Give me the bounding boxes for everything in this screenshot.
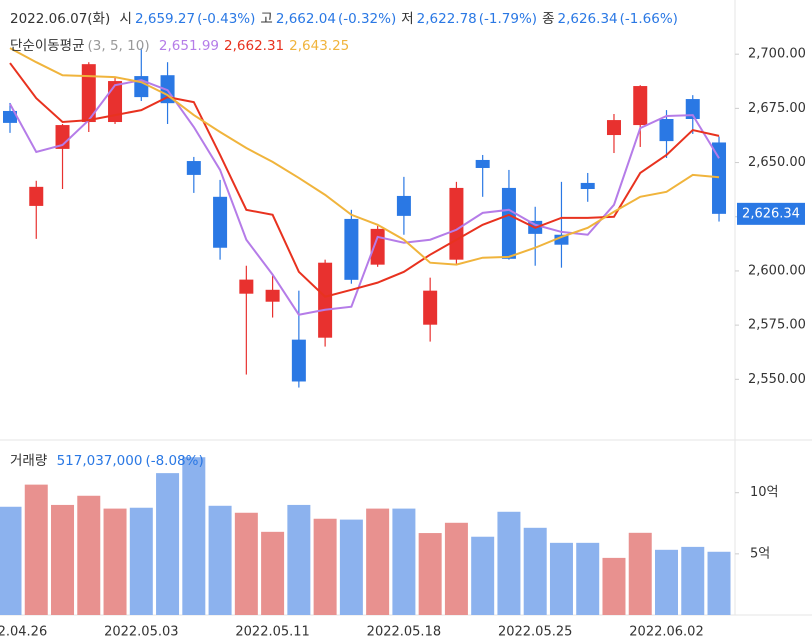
ma-value: 2,651.99: [158, 38, 220, 54]
volume-bar: [549, 542, 573, 615]
candle-body: [344, 218, 359, 280]
y-tick-label: 2,700.00: [748, 47, 806, 62]
volume-change: (-8.08%): [145, 453, 204, 469]
date: 2022.06.07(화): [10, 11, 111, 27]
candle-body: [29, 186, 44, 206]
header-label: 저: [401, 11, 414, 27]
x-tick-label: 2022.05.18: [367, 625, 441, 640]
x-tick-label: 2022.05.11: [235, 625, 309, 640]
ma-line: [9, 47, 720, 266]
header-value: 2,662.04: [275, 11, 336, 27]
candle-body: [554, 234, 569, 245]
volume-bar: [208, 505, 232, 615]
candle-body: [396, 195, 411, 216]
volume-bar: [51, 504, 75, 615]
volume-bar: [103, 508, 127, 615]
candle-body: [265, 289, 280, 302]
volume-bar: [628, 532, 652, 615]
volume-value: 517,037,000: [56, 453, 143, 469]
volume-bar: [681, 546, 705, 615]
volume-bar: [313, 518, 337, 615]
candle-body: [213, 196, 228, 248]
volume-bar: [0, 506, 22, 615]
last-price-box: [737, 202, 805, 225]
volume-bar: [261, 531, 285, 615]
ma-value: 2,643.25: [289, 38, 350, 54]
volume-bar: [602, 557, 626, 615]
header-label: 시: [119, 11, 132, 27]
header-label: 종: [542, 11, 555, 27]
y-tick-label: 2,550.00: [748, 372, 806, 387]
volume-bar: [523, 527, 547, 615]
header-change: (-1.66%): [619, 11, 678, 27]
y-tick-label: 2,650.00: [748, 155, 806, 170]
price-header: 2022.06.07(화) 시 2,659.27 (-0.43%) 고 2,662.04…: [10, 7, 683, 27]
candle-body: [501, 187, 516, 259]
volume-bar: [366, 508, 390, 615]
volume-tick-label: 5억: [750, 546, 770, 561]
volume-bar: [471, 536, 495, 615]
candle-body: [423, 290, 438, 325]
candle-body: [685, 99, 700, 119]
candle-body: [291, 339, 306, 382]
candle-body: [712, 142, 727, 214]
volume-bar: [182, 457, 206, 615]
indicator-name: 단순이동평균: [10, 38, 85, 54]
candle-body: [239, 279, 254, 294]
candle-body: [81, 64, 96, 123]
candle-body: [580, 182, 595, 190]
y-tick-label: 2,575.00: [748, 318, 806, 333]
ma-value: 2,662.31: [224, 38, 285, 54]
last-price-label: 2,626.34: [742, 206, 800, 221]
volume-bar: [234, 512, 258, 615]
header-label: 고: [260, 11, 273, 27]
volume-bar: [418, 533, 442, 615]
header-value: 2,659.27: [134, 11, 196, 27]
volume-bar: [339, 519, 363, 615]
volume-bar: [444, 522, 468, 615]
candle-body: [633, 86, 648, 126]
x-tick-label: 2022.04.26: [0, 625, 47, 640]
candle-body: [3, 110, 17, 123]
header-value: 2,622.78: [416, 11, 477, 27]
candle-body: [606, 120, 621, 136]
x-tick-label: 2022.05.25: [498, 625, 572, 640]
volume-header: 거래량 517,037,000 (-8.08%): [10, 449, 209, 469]
y-tick-label: 2,675.00: [748, 101, 806, 116]
header-change: (-0.43%): [197, 11, 256, 27]
y-tick-label: 2,600.00: [748, 263, 806, 278]
candle-body: [186, 161, 201, 175]
volume-title: 거래량: [10, 453, 48, 469]
volume-bar: [655, 549, 678, 615]
candle-body: [475, 159, 490, 168]
volume-bar: [156, 473, 180, 615]
volume-bar: [707, 551, 731, 615]
ma-legend: 단순이동평균 (3, 5, 10) 2,651.99 2,662.31 2,643.2…: [10, 34, 354, 54]
header-value: 2,626.34: [557, 11, 618, 27]
volume-bar: [497, 511, 521, 615]
volume-bar: [392, 508, 416, 615]
volume-tick-label: 10억: [750, 485, 779, 500]
candle-body: [659, 118, 674, 142]
volume-bar: [287, 504, 311, 615]
volume-bar: [576, 542, 600, 615]
header-change: (-0.32%): [337, 11, 397, 27]
candle-body: [370, 228, 385, 265]
volume-bar: [24, 484, 48, 615]
volume-bar: [77, 495, 101, 615]
candle-body: [318, 262, 333, 338]
ma-line: [9, 62, 720, 298]
x-tick-label: 2022.06.02: [629, 625, 703, 640]
indicator-params: (3, 5, 10): [87, 38, 150, 54]
header-change: (-1.79%): [478, 11, 538, 27]
volume-bar: [129, 507, 153, 615]
x-tick-label: 2022.05.03: [104, 625, 178, 640]
candle-body: [449, 187, 464, 260]
